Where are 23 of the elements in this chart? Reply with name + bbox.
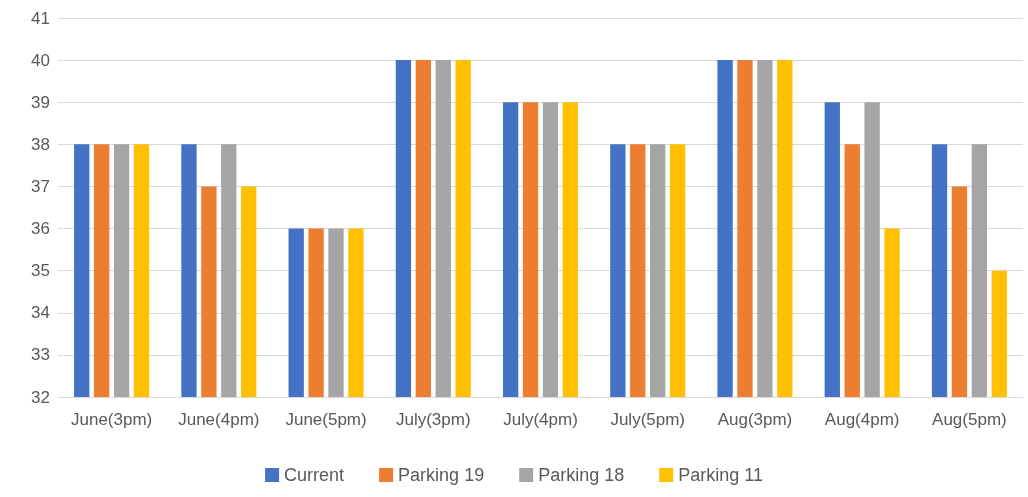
x-tick-label: June(4pm) [178, 410, 260, 429]
x-tick-label: July(3pm) [395, 410, 471, 429]
x-tick-label: Aug(4pm) [824, 410, 900, 429]
y-tick-label: 37 [31, 176, 50, 196]
legend-label: Parking 18 [538, 465, 625, 485]
x-tick-label: Aug(5pm) [932, 410, 1007, 429]
y-tick-label: 36 [31, 219, 50, 239]
y-tick-label: 38 [31, 134, 50, 154]
y-tick-label: 33 [31, 345, 50, 365]
legend-label: Parking 19 [398, 465, 485, 485]
x-tick-label: July(5pm) [610, 410, 686, 429]
x-tick-label: Aug(3pm) [717, 410, 793, 429]
x-tick-label: June(3pm) [70, 410, 153, 429]
y-tick-label: 39 [31, 92, 50, 112]
legend-label: Current [284, 465, 345, 485]
y-tick-label: 40 [31, 50, 50, 70]
x-tick-label: July(4pm) [503, 410, 578, 429]
legend-label: Parking 11 [678, 465, 763, 485]
y-tick-label: 34 [31, 303, 50, 323]
y-tick-label: 41 [31, 8, 50, 28]
y-tick-label: 32 [31, 387, 50, 407]
x-tick-label: June(5pm) [285, 410, 367, 429]
y-tick-label: 35 [31, 261, 50, 281]
